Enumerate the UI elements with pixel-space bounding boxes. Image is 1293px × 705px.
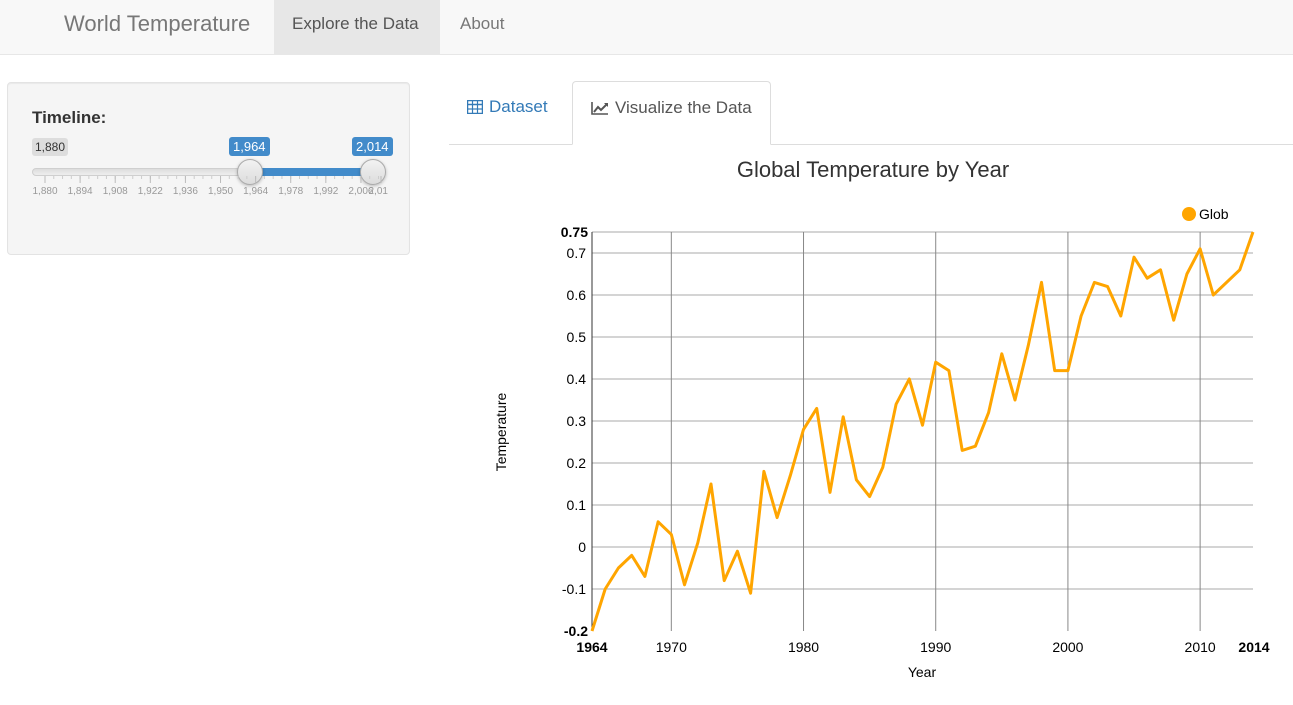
- slider-from-value: 1,964: [229, 137, 270, 156]
- chart-ticks: -0.1 0 0.1 0.2 0.3 0.4 0.5 0.6 0.7 1970 1980 1990 20…: [561, 224, 1270, 655]
- slider-grid-label: 1,894: [68, 186, 93, 197]
- series-line-glob: [590, 231, 1255, 632]
- x-tick-label: 2010: [1185, 639, 1216, 655]
- slider-handle-from[interactable]: [237, 159, 263, 185]
- slider-grid-label: 1,978: [278, 186, 303, 197]
- slider-grid-label: 2,006: [348, 186, 373, 197]
- timeline-label: Timeline:: [32, 108, 107, 127]
- slider-grid-label: 1,908: [103, 186, 128, 197]
- nav-about[interactable]: About: [460, 14, 505, 33]
- line-chart-icon: [591, 102, 608, 115]
- slider-grid: 1,880 1,894 1,908 1,922 1,936 1,950 1,964 1,978…: [32, 176, 388, 197]
- x-axis-label: Year: [908, 664, 937, 680]
- tab-bar: Dataset Visualize the Data: [449, 81, 1293, 145]
- y-tick-label: 0: [578, 539, 586, 555]
- x-tick-label: 1970: [656, 639, 687, 655]
- y-tick-label: 0.3: [567, 413, 587, 429]
- slider-grid-label: 2,014: [368, 186, 388, 197]
- y-tick-label: 0.5: [567, 329, 587, 345]
- chart-title: Global Temperature by Year: [737, 157, 1009, 182]
- tab-dataset-label: Dataset: [489, 97, 548, 116]
- x-min-label: 1964: [576, 639, 607, 655]
- y-max-label: 0.75: [561, 224, 588, 240]
- sidebar-panel: Timeline: 1,880 1,964 2,014 1,880 1,894 1,…: [7, 82, 410, 255]
- slider-to-value: 2,014: [352, 137, 393, 156]
- slider-grid-label: 1,950: [208, 186, 233, 197]
- tab-dataset[interactable]: Dataset: [449, 81, 566, 145]
- y-min-label: -0.2: [564, 623, 588, 639]
- y-axis-label: Temperature: [493, 392, 509, 471]
- legend-marker-glob[interactable]: [1182, 207, 1196, 221]
- slider-handle-to[interactable]: [360, 159, 386, 185]
- y-tick-label: 0.4: [567, 371, 587, 387]
- slider-grid-label: 1,880: [32, 186, 57, 197]
- y-tick-label: 0.1: [567, 497, 587, 513]
- temperature-chart: Global Temperature by Year -0.1 0 0.1 0.2 0.…: [493, 157, 1270, 680]
- navbar: World Temperature Explore the Data About: [0, 0, 1293, 55]
- x-tick-label: 1990: [920, 639, 951, 655]
- x-max-label: 2014: [1238, 639, 1269, 655]
- slider-grid-label: 1,964: [243, 186, 268, 197]
- y-tick-label: 0.2: [567, 455, 587, 471]
- y-tick-label: -0.1: [562, 581, 586, 597]
- slider-grid-label: 1,922: [138, 186, 163, 197]
- x-tick-label: 2000: [1052, 639, 1083, 655]
- brand-title[interactable]: World Temperature: [64, 11, 251, 36]
- x-tick-label: 1980: [788, 639, 819, 655]
- tab-visualize-label: Visualize the Data: [615, 98, 752, 117]
- nav-explore-the-data[interactable]: Explore the Data: [274, 0, 440, 54]
- chart-grid: [591, 231, 1253, 631]
- legend-label-glob: Glob: [1199, 206, 1229, 222]
- slider-grid-label: 1,936: [173, 186, 198, 197]
- slider-min-label: 1,880: [32, 138, 69, 156]
- slider-grid-label: 1,992: [313, 186, 338, 197]
- table-icon: [466, 99, 484, 115]
- slider-selected-range[interactable]: [250, 168, 373, 176]
- y-tick-label: 0.7: [567, 245, 587, 261]
- y-tick-label: 0.6: [567, 287, 587, 303]
- tab-visualize-the-data[interactable]: Visualize the Data: [572, 81, 771, 145]
